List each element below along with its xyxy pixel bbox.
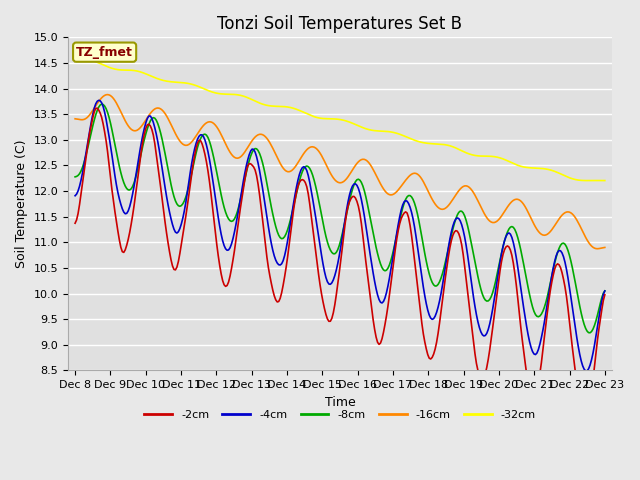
Text: TZ_fmet: TZ_fmet [76, 46, 133, 59]
Title: Tonzi Soil Temperatures Set B: Tonzi Soil Temperatures Set B [218, 15, 463, 33]
X-axis label: Time: Time [324, 396, 355, 408]
Legend: -2cm, -4cm, -8cm, -16cm, -32cm: -2cm, -4cm, -8cm, -16cm, -32cm [140, 406, 540, 425]
Y-axis label: Soil Temperature (C): Soil Temperature (C) [15, 140, 28, 268]
